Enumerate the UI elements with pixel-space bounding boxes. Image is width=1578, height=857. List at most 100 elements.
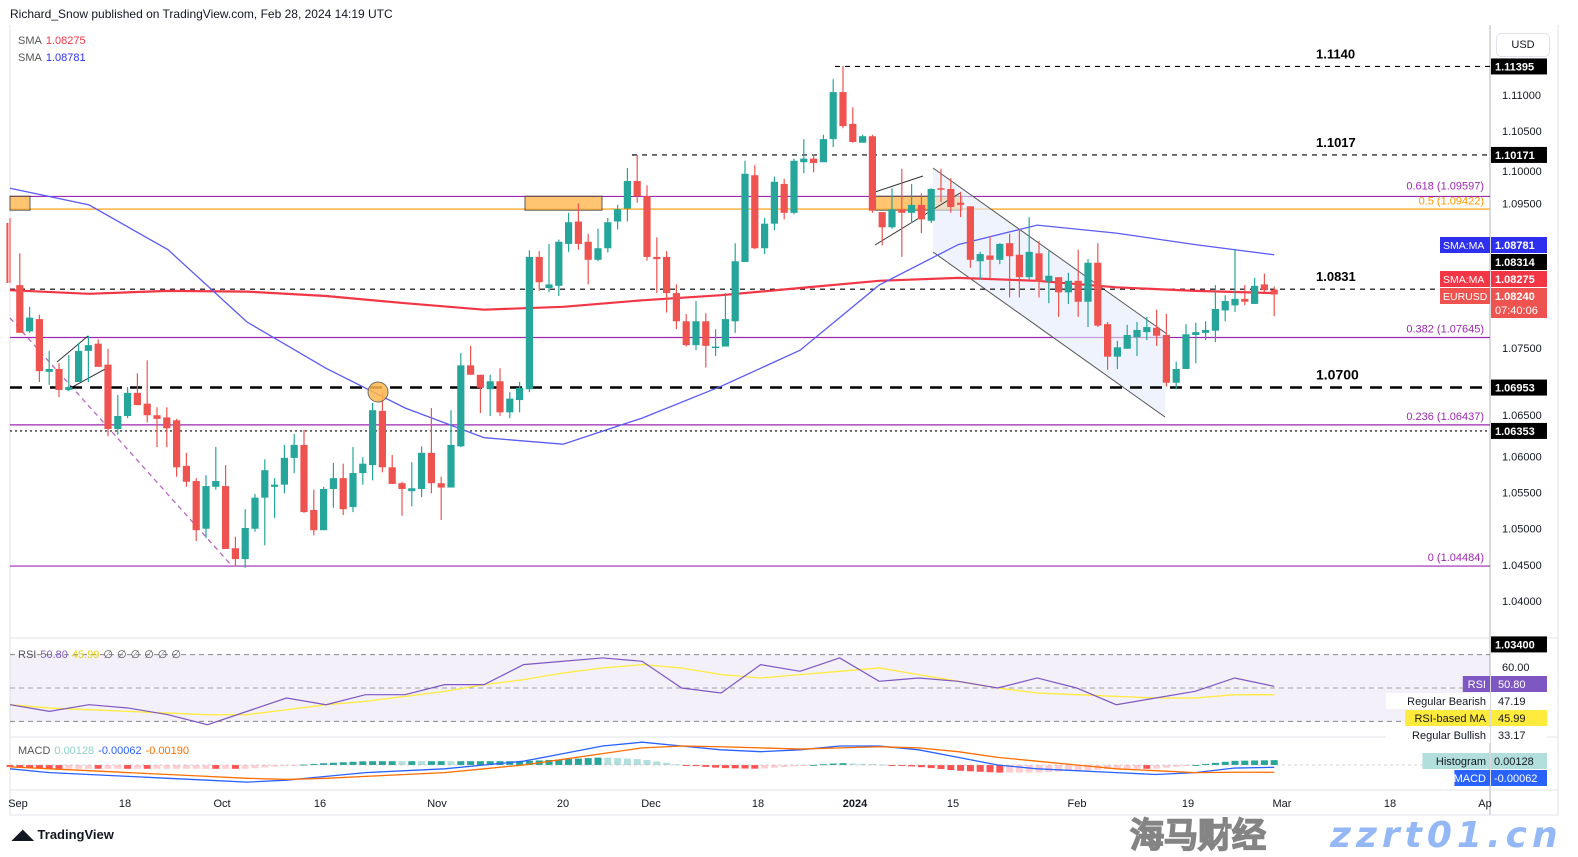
rsi-line: [9, 657, 1275, 726]
badge-tag: [1440, 288, 1490, 304]
candle-body: [1133, 329, 1141, 338]
macd-histogram-bar: [16, 765, 24, 768]
candle-body: [653, 256, 661, 260]
candle-body: [770, 181, 778, 224]
candle-body: [320, 488, 328, 531]
macd-histogram-bar: [280, 765, 288, 766]
macd-histogram-bar: [212, 765, 220, 769]
candle-body: [124, 392, 132, 416]
candle-body: [1231, 298, 1239, 306]
x-tick-label: 20: [557, 798, 569, 810]
macd-histogram-bar: [1143, 765, 1151, 769]
macd-histogram-bar: [545, 759, 553, 765]
candle-body: [75, 350, 83, 382]
candle-body: [271, 484, 279, 487]
candle-body: [329, 478, 337, 489]
macd-histogram-bar: [173, 765, 181, 769]
macd-histogram-bar: [1084, 765, 1092, 771]
macd-histogram-bar: [574, 758, 582, 765]
macd-histogram-bar: [868, 764, 876, 766]
macd-histogram-bar: [584, 758, 592, 765]
candle-body: [927, 188, 935, 221]
macd-histogram-bar: [310, 763, 318, 765]
candle-body: [829, 92, 837, 140]
legend-sma-fast[interactable]: SMA 1.08781: [18, 52, 90, 64]
y-tick-label: 1.06500: [1502, 410, 1542, 422]
candle-body: [408, 488, 416, 492]
macd-histogram-bar: [1153, 765, 1161, 769]
macd-histogram-bar: [153, 765, 161, 769]
macd-label-tag-text: Histogram: [1436, 756, 1486, 768]
macd-histogram-bar: [1006, 765, 1014, 773]
candle-body: [819, 139, 827, 163]
macd-histogram-bar: [1104, 765, 1112, 770]
candle-body: [623, 181, 631, 209]
y-tick-label: 1.07500: [1502, 343, 1542, 355]
macd-histogram-bar: [1192, 764, 1200, 766]
candle-body: [1084, 262, 1092, 302]
macd-histogram-bar: [849, 763, 857, 765]
macd-histogram-bar: [1241, 760, 1249, 765]
candle-body: [65, 387, 73, 390]
candle-body: [1162, 335, 1170, 383]
currency-button[interactable]: USD: [1496, 33, 1550, 57]
candle-body: [1202, 329, 1210, 333]
price-badge: [1491, 237, 1547, 253]
macd-histogram-bar: [222, 765, 230, 769]
macd-histogram-bar: [104, 765, 112, 769]
badge-tag-text: SMA:MA: [1443, 274, 1484, 286]
level-label: 1.0700: [1316, 367, 1359, 383]
candle-body: [202, 486, 210, 529]
candle-body: [378, 410, 386, 468]
candle-body: [261, 470, 269, 498]
macd-legend-signal: -0.00190: [145, 745, 190, 757]
candle-body: [163, 417, 171, 429]
macd-label-value: -0.00062: [1494, 773, 1537, 785]
macd-histogram-bar: [1113, 765, 1121, 769]
macd-histogram-bar: [447, 761, 455, 765]
macd-histogram-bar: [290, 765, 298, 766]
x-tick-label: 16: [314, 798, 326, 810]
macd-histogram-bar: [329, 762, 337, 765]
candle-body: [565, 222, 573, 244]
candle-body: [741, 173, 749, 262]
tradingview-logo[interactable]: ◢◣ TradingView: [12, 826, 114, 843]
macd-histogram-bar: [1270, 760, 1278, 765]
macd-histogram-bar: [751, 765, 759, 769]
candle-body: [1055, 277, 1063, 293]
rsi-label-tag: [1386, 693, 1490, 709]
macd-histogram-bar: [839, 763, 847, 765]
macd-histogram-bar: [241, 765, 249, 769]
badge-tag-text: SMA:MA: [1443, 240, 1484, 252]
candle-body: [1035, 253, 1043, 282]
candle-body: [1006, 243, 1014, 257]
legend-rsi[interactable]: RSI 50.80 45.99 ∅ ∅ ∅ ∅ ∅ ∅: [18, 648, 185, 661]
candle-body: [1241, 298, 1249, 302]
rsi-label-value: 33.17: [1498, 730, 1526, 742]
candle-body: [663, 256, 671, 294]
candle-body: [1015, 254, 1023, 278]
x-tick-label: Feb: [1068, 798, 1087, 810]
candle-body: [476, 374, 484, 388]
candle-body: [868, 136, 876, 211]
rsi-legend-name: RSI: [18, 649, 37, 661]
candle-body: [800, 158, 808, 163]
macd-histogram-bar: [1074, 765, 1082, 771]
rsi-label-value-bg: [1491, 710, 1547, 726]
fib-label: 0.382 (1.07645): [1406, 324, 1484, 336]
legend-macd[interactable]: MACD 0.00128 -0.00062 -0.00190: [18, 745, 193, 757]
macd-histogram-bar: [320, 763, 328, 765]
macd-histogram-bar: [124, 765, 132, 769]
price-badge-text: 1.08240: [1495, 291, 1535, 303]
level-label: 1.0831: [1316, 269, 1356, 284]
macd-histogram-bar: [888, 765, 896, 766]
rsi-ma-line: [9, 663, 1275, 716]
macd-histogram-bar: [457, 761, 465, 765]
candle-body: [339, 478, 347, 510]
macd-histogram-bar: [653, 761, 661, 765]
legend-sma-slow[interactable]: SMA 1.08275: [18, 35, 90, 47]
rsi-legend-ma: 45.99: [71, 649, 100, 661]
level-badge: [1491, 254, 1547, 270]
candle-body: [398, 483, 406, 489]
